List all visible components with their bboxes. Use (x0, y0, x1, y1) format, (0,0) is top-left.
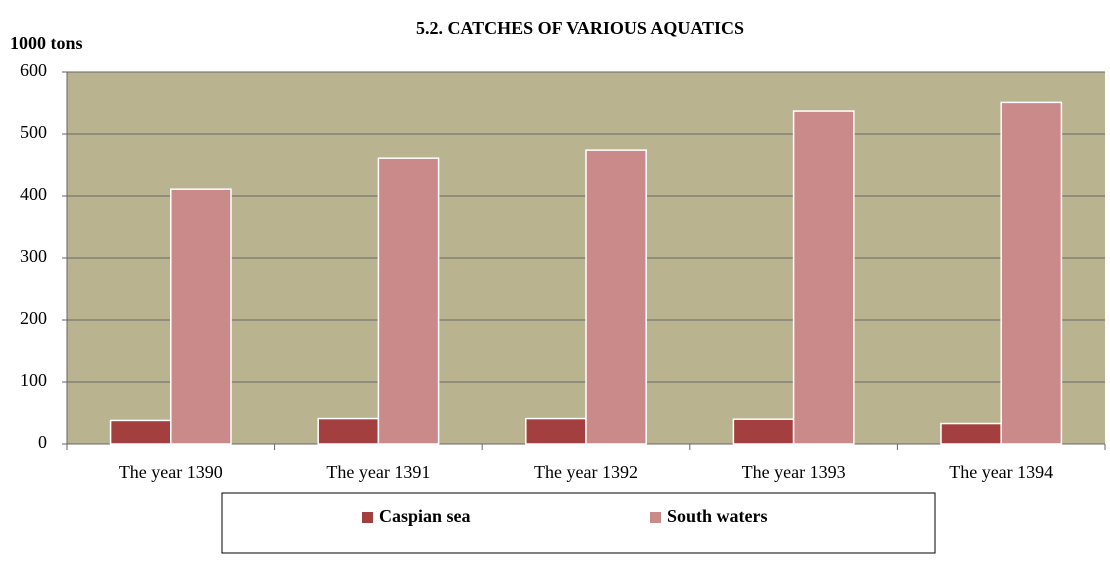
x-tick-label: The year 1394 (949, 462, 1053, 482)
legend-label: South waters (667, 506, 768, 526)
bar (585, 149, 647, 445)
bar (525, 417, 587, 445)
chart-title: 5.2. CATCHES OF VARIOUS AQUATICS (416, 18, 744, 38)
legend-swatch (362, 512, 373, 523)
legend-box (221, 492, 936, 554)
bar (1000, 101, 1063, 445)
x-tick-label: The year 1392 (534, 462, 638, 482)
bar (377, 157, 440, 445)
x-tick-label: The year 1393 (742, 462, 846, 482)
y-tick-label: 500 (20, 122, 47, 142)
legend-label: Caspian sea (379, 506, 471, 526)
x-tick-label: The year 1390 (119, 462, 223, 482)
x-tick-label: The year 1391 (326, 462, 430, 482)
y-axis-label: 1000 tons (10, 33, 83, 53)
bar (792, 110, 855, 445)
bar (732, 418, 795, 445)
y-tick-label: 400 (20, 184, 47, 204)
y-tick-label: 600 (20, 60, 47, 80)
y-tick-label: 200 (20, 308, 47, 328)
bar (940, 422, 1002, 445)
bar (109, 419, 172, 445)
y-tick-label: 0 (38, 432, 47, 452)
y-tick-label: 100 (20, 370, 47, 390)
legend-swatch (650, 512, 661, 523)
y-tick-label: 300 (20, 246, 47, 266)
bar (317, 417, 380, 445)
bar (170, 188, 232, 445)
